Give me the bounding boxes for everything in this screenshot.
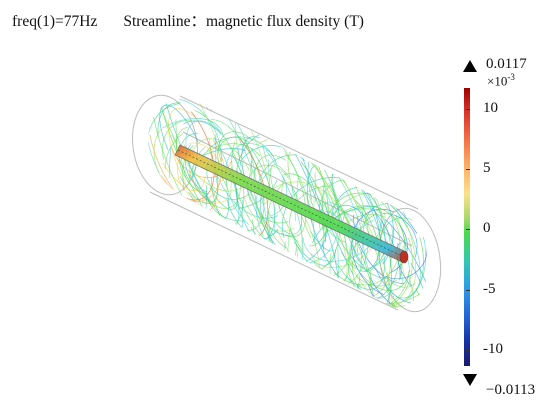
frequency-label: freq(1)=77Hz: [12, 13, 98, 30]
streamline-label: Streamline：magnetic flux density (T): [123, 13, 364, 30]
colorbar-tick-label: 5: [483, 159, 491, 176]
colorbar-tick-mark: [466, 229, 470, 231]
colorbar-tick-mark: [466, 168, 470, 170]
colorbar-tick-label: -5: [483, 280, 496, 297]
colorbar-tick-mark: [466, 108, 470, 110]
colorbar-tick-label: -10: [483, 341, 503, 358]
max-arrow-icon: [463, 60, 477, 72]
conductor-rod: [174, 144, 409, 264]
min-arrow-icon: [463, 374, 477, 386]
colorbar-multiplier: ×10-3: [487, 72, 515, 89]
colorbar-max-label: 0.0117: [486, 56, 527, 72]
colorbar-tick-label: 10: [483, 99, 498, 116]
colorbar: [464, 88, 470, 366]
colorbar-tick-label: 0: [483, 220, 491, 237]
colorbar-tick-mark: [466, 289, 470, 291]
colorbar-min-label: −0.0113: [486, 382, 536, 398]
plot-title: freq(1)=77Hz Streamline：magnetic flux den…: [12, 9, 364, 31]
colorbar-tick-mark: [466, 350, 470, 352]
